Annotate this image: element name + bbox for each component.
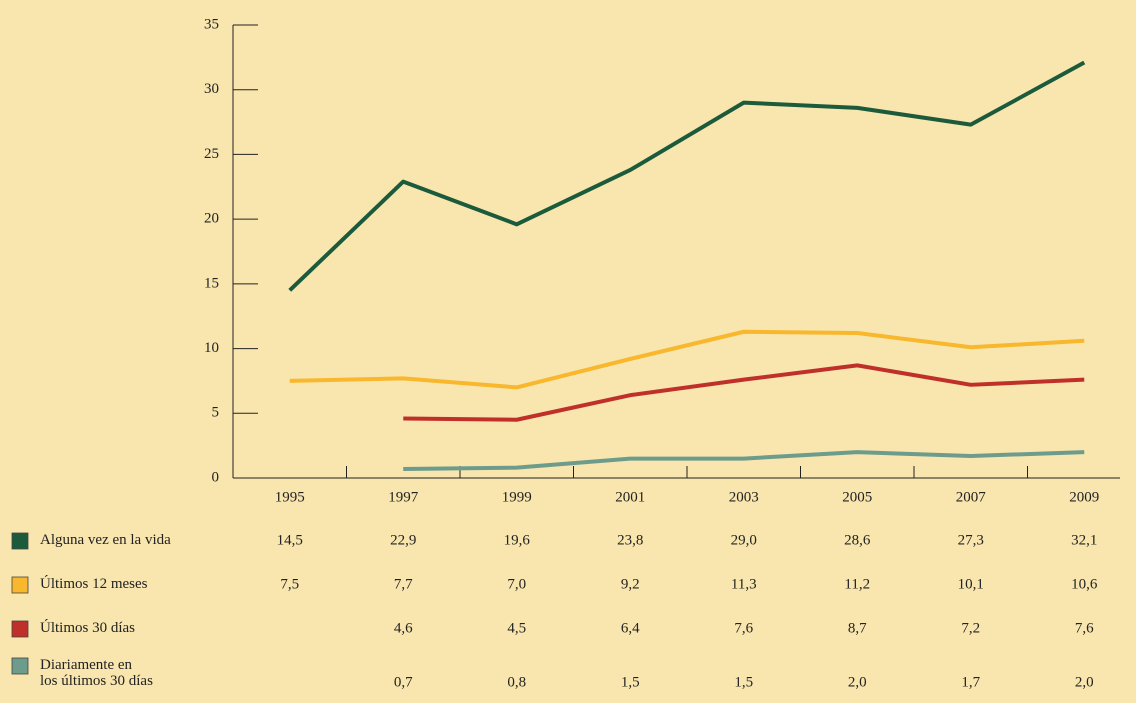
table-value: 7,7 xyxy=(394,576,413,592)
table-value: 4,5 xyxy=(507,620,526,636)
table-value: 10,6 xyxy=(1071,576,1098,592)
table-value: 7,5 xyxy=(280,576,299,592)
series-line xyxy=(289,329,1085,390)
table-value: 7,6 xyxy=(734,620,753,636)
y-tick-label: 20 xyxy=(204,211,219,227)
table-value: 4,6 xyxy=(394,620,413,636)
x-tick-label: 1999 xyxy=(502,489,532,505)
table-value: 7,2 xyxy=(961,620,980,636)
legend-swatch xyxy=(11,657,29,675)
y-tick-label: 15 xyxy=(204,275,219,291)
legend-swatch xyxy=(11,532,29,550)
table-value: 23,8 xyxy=(617,532,643,548)
table-value: 9,2 xyxy=(621,576,640,592)
y-tick-label: 35 xyxy=(204,16,219,32)
table-value: 29,0 xyxy=(731,532,757,548)
table-value: 1,5 xyxy=(621,674,640,690)
table-value: 2,0 xyxy=(1075,674,1094,690)
y-tick-label: 0 xyxy=(212,469,220,485)
table-value: 1,7 xyxy=(961,674,980,690)
x-tick-label: 2009 xyxy=(1069,489,1099,505)
x-tick-label: 1995 xyxy=(275,489,305,505)
table-value: 7,6 xyxy=(1075,620,1094,636)
table-value: 6,4 xyxy=(621,620,640,636)
x-tick-label: 1997 xyxy=(388,489,419,505)
legend-label: Alguna vez en la vida xyxy=(40,532,171,548)
table-value: 11,2 xyxy=(844,576,870,592)
table-value: 11,3 xyxy=(731,576,757,592)
series-line xyxy=(403,450,1085,471)
x-tick-label: 2007 xyxy=(956,489,987,505)
y-tick-label: 30 xyxy=(204,81,219,97)
table-value: 10,1 xyxy=(958,576,984,592)
table-value: 14,5 xyxy=(277,532,303,548)
legend-label: Diariamente en los últimos 30 días xyxy=(40,657,153,689)
y-tick-label: 10 xyxy=(204,340,219,356)
x-tick-label: 2005 xyxy=(842,489,872,505)
table-value: 2,0 xyxy=(848,674,867,690)
series-line xyxy=(403,363,1085,422)
legend-swatch xyxy=(11,576,29,594)
table-value: 8,7 xyxy=(848,620,867,636)
table-value: 28,6 xyxy=(844,532,871,548)
table-value: 1,5 xyxy=(734,674,753,690)
table-value: 0,7 xyxy=(394,674,413,690)
table-value: 27,3 xyxy=(958,532,984,548)
table-value: 7,0 xyxy=(507,576,526,592)
x-tick-label: 2001 xyxy=(615,489,645,505)
table-value: 22,9 xyxy=(390,532,416,548)
legend-label: Últimos 30 días xyxy=(40,620,136,636)
y-tick-label: 5 xyxy=(212,405,220,421)
table-value: 0,8 xyxy=(507,674,526,690)
legend-swatch xyxy=(11,620,29,638)
series-line xyxy=(288,60,1086,292)
y-tick-label: 25 xyxy=(204,146,219,162)
legend-label: Últimos 12 meses xyxy=(40,576,148,592)
x-tick-label: 2003 xyxy=(729,489,759,505)
table-value: 19,6 xyxy=(504,532,531,548)
table-value: 32,1 xyxy=(1071,532,1097,548)
